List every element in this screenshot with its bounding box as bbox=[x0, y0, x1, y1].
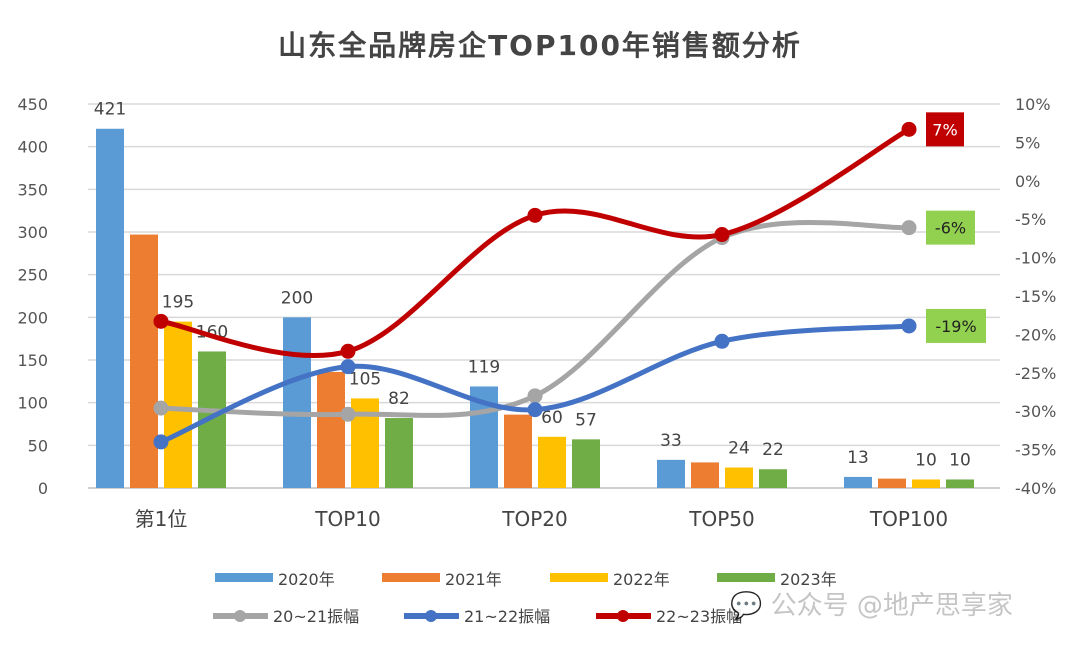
bar-2020年 bbox=[96, 128, 124, 488]
bar-data-label: 105 bbox=[349, 369, 381, 389]
legend-label: 2021年 bbox=[445, 570, 502, 589]
bar-data-label: 57 bbox=[575, 410, 597, 430]
line-21~22振幅 bbox=[160, 323, 910, 445]
line-marker bbox=[153, 400, 169, 416]
category-label: TOP20 bbox=[501, 507, 567, 531]
watermark-text: 公众号 @地产思享家 bbox=[770, 591, 1013, 621]
line-marker bbox=[527, 402, 543, 418]
line-marker bbox=[527, 207, 543, 223]
end-label: -6% bbox=[935, 219, 966, 238]
bar-data-label: 421 bbox=[94, 100, 126, 120]
right-axis-tick: -35% bbox=[1015, 441, 1056, 460]
bar-data-label: 82 bbox=[388, 389, 410, 409]
right-axis-tick: 10% bbox=[1015, 95, 1051, 114]
right-axis-tick: -40% bbox=[1015, 479, 1056, 498]
end-label-box bbox=[926, 308, 986, 343]
left-axis-tick: 250 bbox=[17, 266, 48, 285]
bar-2022年 bbox=[164, 321, 192, 488]
line-marker bbox=[153, 434, 169, 450]
end-label-box bbox=[926, 210, 975, 245]
right-axis-tick: -20% bbox=[1015, 325, 1056, 344]
bar-2021年 bbox=[317, 371, 345, 488]
left-axis-tick: 100 bbox=[17, 394, 48, 413]
bar-data-label: 195 bbox=[162, 293, 194, 313]
legend-swatch bbox=[382, 573, 440, 582]
line-marker bbox=[714, 333, 730, 349]
bar-2021年 bbox=[130, 234, 158, 488]
legend-marker bbox=[617, 610, 629, 622]
bar-data-label: 24 bbox=[728, 439, 750, 459]
bar-2022年 bbox=[538, 436, 566, 488]
bar-2022年 bbox=[725, 467, 753, 488]
bar-data-label: 33 bbox=[660, 431, 682, 451]
bar-data-label: 10 bbox=[949, 450, 971, 470]
left-axis-tick: 300 bbox=[17, 223, 48, 242]
bar-2023年 bbox=[572, 439, 600, 488]
bar-2021年 bbox=[691, 462, 719, 488]
legend-label: 21~22振幅 bbox=[464, 607, 550, 626]
bar-data-label: 22 bbox=[762, 440, 784, 460]
right-axis-tick: 5% bbox=[1015, 133, 1040, 152]
line-marker bbox=[901, 220, 917, 236]
legend-label: 22~23振幅 bbox=[656, 607, 742, 626]
left-axis-tick: 150 bbox=[17, 351, 48, 370]
bar-2020年 bbox=[283, 317, 311, 488]
right-axis-tick: -5% bbox=[1015, 210, 1046, 229]
line-22~23振幅 bbox=[160, 127, 911, 358]
bar-data-label: 60 bbox=[541, 408, 563, 428]
category-label: TOP10 bbox=[314, 507, 380, 531]
legend-marker bbox=[234, 610, 246, 622]
bar-data-label: 13 bbox=[847, 448, 869, 468]
line-marker bbox=[340, 343, 356, 359]
category-label: TOP100 bbox=[869, 507, 948, 531]
watermark: 💬 公众号 @地产思享家 bbox=[730, 585, 1013, 622]
bar-2023年 bbox=[946, 479, 974, 488]
bar-2023年 bbox=[759, 469, 787, 488]
legend-marker bbox=[425, 610, 437, 622]
legend-swatch bbox=[717, 573, 775, 582]
right-axis-tick: 0% bbox=[1015, 172, 1040, 191]
wechat-icon: 💬 bbox=[730, 591, 763, 621]
left-axis-tick: 350 bbox=[17, 180, 48, 199]
legend-label: 2020年 bbox=[278, 570, 335, 589]
bar-data-label: 200 bbox=[281, 288, 313, 308]
end-label-box bbox=[926, 112, 964, 147]
legend-label: 20~21振幅 bbox=[273, 607, 359, 626]
left-axis-tick: 400 bbox=[17, 138, 48, 157]
bar-data-label: 119 bbox=[468, 357, 500, 377]
legend-swatch bbox=[550, 573, 608, 582]
bar-2021年 bbox=[878, 478, 906, 488]
line-marker bbox=[901, 121, 917, 137]
right-axis-tick: -10% bbox=[1015, 249, 1056, 268]
bar-2021年 bbox=[504, 414, 532, 488]
right-axis-tick: -25% bbox=[1015, 364, 1056, 383]
bar-2022年 bbox=[912, 479, 940, 488]
end-label: 7% bbox=[932, 120, 957, 139]
right-axis-tick: -15% bbox=[1015, 287, 1056, 306]
legend-label: 2022年 bbox=[613, 570, 670, 589]
left-axis-tick: 0 bbox=[38, 479, 48, 498]
right-axis-tick: -30% bbox=[1015, 402, 1056, 421]
line-marker bbox=[714, 227, 730, 243]
line-marker bbox=[527, 388, 543, 404]
line-marker bbox=[153, 313, 169, 329]
left-axis-tick: 450 bbox=[17, 95, 48, 114]
legend-swatch bbox=[215, 573, 273, 582]
bar-2020年 bbox=[844, 476, 872, 488]
bar-2020年 bbox=[657, 459, 685, 488]
category-label: 第1位 bbox=[135, 507, 188, 531]
category-label: TOP50 bbox=[688, 507, 754, 531]
end-label: -19% bbox=[935, 317, 976, 336]
bar-data-label: 10 bbox=[915, 450, 937, 470]
legend-label: 2023年 bbox=[780, 570, 837, 589]
line-marker bbox=[901, 318, 917, 334]
line-marker bbox=[340, 406, 356, 422]
line-marker bbox=[340, 359, 356, 375]
chart-title: 山东全品牌房企TOP100年销售额分析 bbox=[278, 29, 802, 62]
bar-2023年 bbox=[385, 418, 413, 488]
left-axis-tick: 200 bbox=[17, 308, 48, 327]
left-axis-tick: 50 bbox=[28, 436, 48, 455]
